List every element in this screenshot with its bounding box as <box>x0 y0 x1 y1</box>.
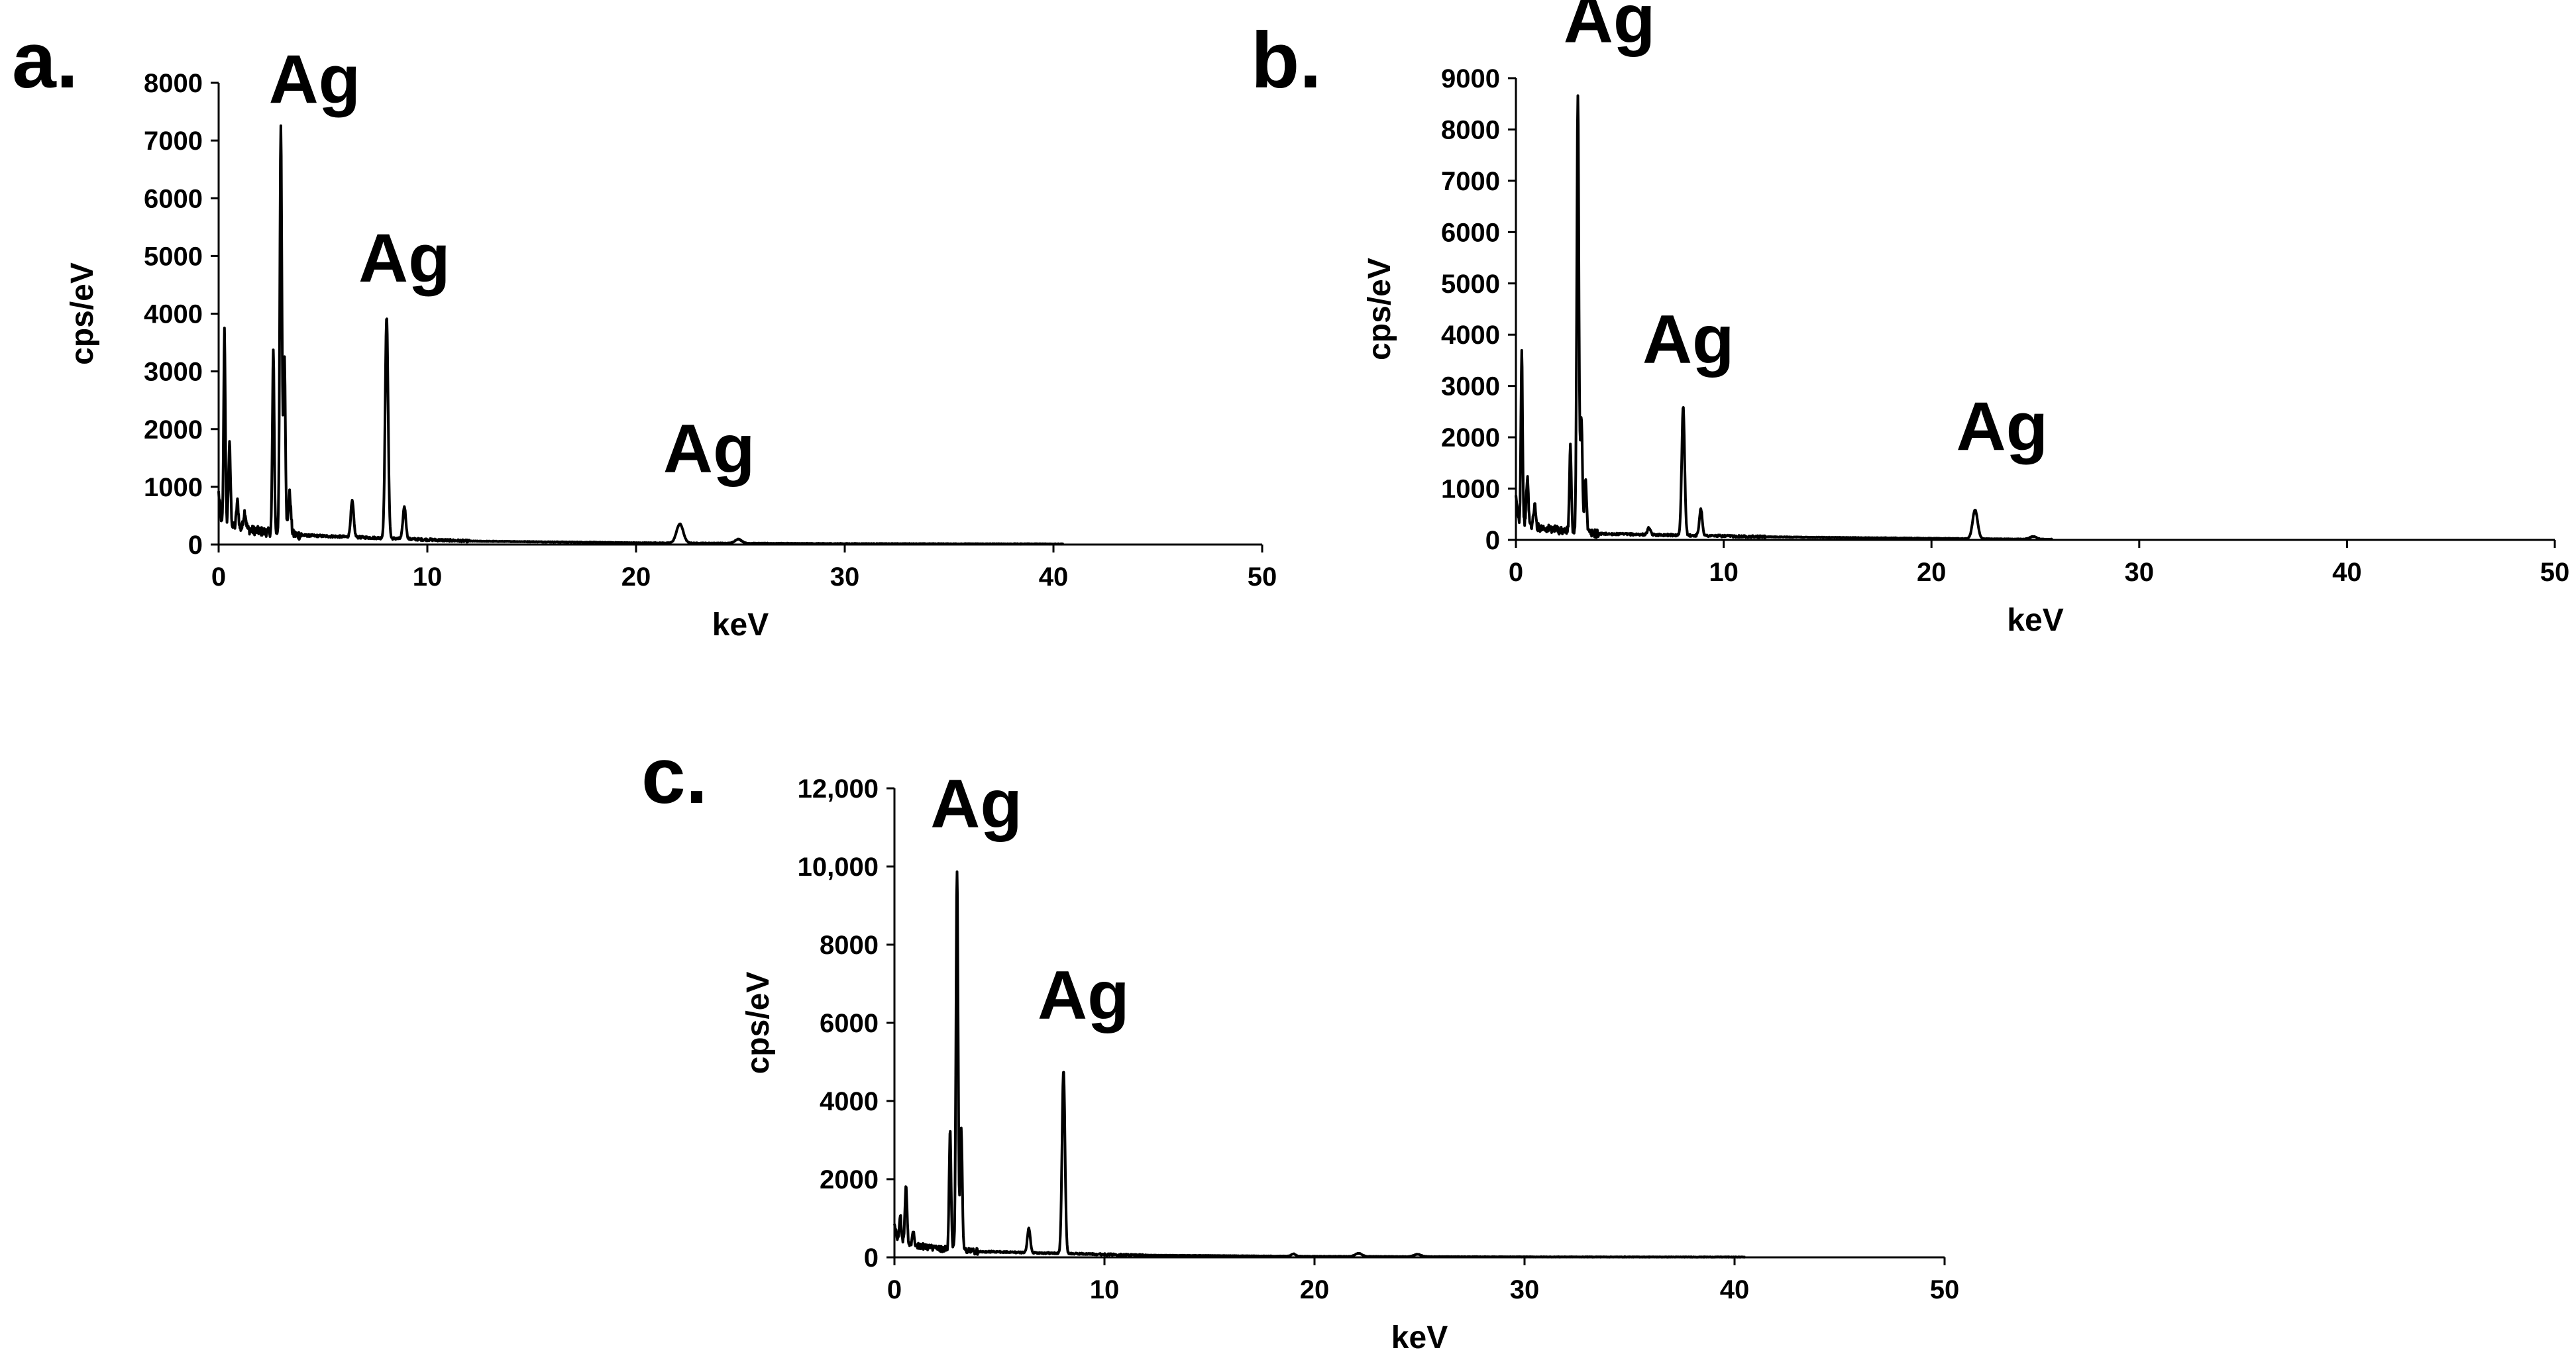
panel-a: a. 0 1000 2000 3000 4000 5000 6000 7000 8000 0 10 2… <box>12 16 1277 643</box>
panel-b-letter: b. <box>1251 16 1322 105</box>
panel-a-x-tick-label: 30 <box>830 562 860 592</box>
panel-a-y-tick-label: 6000 <box>144 184 203 213</box>
panel-b-x-tick-label: 10 <box>1709 558 1739 587</box>
panel-a-y-tick-label: 2000 <box>144 415 203 445</box>
panel-a-x-axis-label: keV <box>712 607 769 643</box>
panel-c-ticks: 0 2000 4000 6000 8000 10,000 12,000 0 10 20 30 40 50 <box>798 774 1960 1304</box>
panel-c-letter: c. <box>641 731 708 820</box>
panel-a-letter: a. <box>12 16 78 105</box>
panel-c-y-tick-label: 2000 <box>820 1165 879 1194</box>
panel-b-y-axis-label: cps/eV <box>1362 258 1397 360</box>
panel-b-y-tick-label: 4000 <box>1441 321 1500 350</box>
panel-c-y-tick-label: 6000 <box>820 1009 879 1038</box>
panel-c-annotations: Ag Ag <box>930 766 1129 1034</box>
panel-c: c. 0 2000 4000 6000 8000 10,000 12,000 0 10 20 30 4… <box>641 731 1959 1355</box>
panel-b-peak-label: Ag <box>1957 388 2049 465</box>
panel-b-x-tick-label: 0 <box>1509 558 1523 587</box>
panel-b-spectrum-line <box>1515 94 2053 541</box>
panel-b-peak-label: Ag <box>1564 0 1656 58</box>
panel-b-y-tick-label: 9000 <box>1441 64 1500 93</box>
panel-a-y-tick-label: 8000 <box>144 69 203 98</box>
panel-a-y-axis-label: cps/eV <box>65 262 100 365</box>
panel-a-spectrum-line <box>217 124 1065 546</box>
panel-c-peak-label: Ag <box>1038 957 1130 1034</box>
panel-b-ticks: 0 1000 2000 3000 4000 5000 6000 7000 8000 9000 0 10… <box>1441 64 2569 587</box>
panel-c-x-tick-label: 40 <box>1720 1275 1750 1304</box>
panel-c-peak-label: Ag <box>930 766 1022 843</box>
panel-a-x-tick-label: 20 <box>621 562 651 592</box>
panel-a-y-tick-label: 1000 <box>144 473 203 502</box>
panel-a-y-tick-label: 5000 <box>144 242 203 271</box>
panel-b-x-tick-label: 50 <box>2540 558 2570 587</box>
panel-b-y-tick-label: 2000 <box>1441 423 1500 452</box>
panel-b-y-tick-label: 1000 <box>1441 475 1500 504</box>
panel-a-peak-label: Ag <box>269 41 361 118</box>
panel-c-axes <box>893 788 1945 1259</box>
panel-b-peak-label: Ag <box>1642 301 1735 378</box>
panel-b-x-tick-label: 20 <box>1917 558 1947 587</box>
panel-c-x-tick-label: 10 <box>1090 1275 1120 1304</box>
panel-a-ticks: 0 1000 2000 3000 4000 5000 6000 7000 8000 0 10 20 30… <box>144 69 1277 592</box>
panel-a-y-tick-label: 3000 <box>144 358 203 387</box>
panel-c-y-tick-label: 4000 <box>820 1087 879 1116</box>
panel-a-y-tick-label: 7000 <box>144 127 203 156</box>
panel-c-y-tick-label: 10,000 <box>798 853 879 882</box>
panel-a-x-tick-label: 0 <box>211 562 226 592</box>
panel-b-x-tick-label: 30 <box>2125 558 2155 587</box>
panel-a-peak-label: Ag <box>358 221 451 297</box>
panel-b-axes <box>1515 78 2555 541</box>
panel-c-spectrum-line <box>893 870 1746 1259</box>
panel-a-peak-label: Ag <box>663 411 755 488</box>
panel-c-y-tick-label: 0 <box>864 1243 879 1273</box>
panel-b: b. 0 1000 2000 3000 4000 5000 6000 7000 8000 9000… <box>1251 0 2569 638</box>
panel-a-y-tick-label: 0 <box>188 531 203 560</box>
panel-c-y-tick-label: 8000 <box>820 931 879 960</box>
panel-c-x-tick-label: 20 <box>1300 1275 1330 1304</box>
panel-b-y-tick-label: 0 <box>1485 526 1500 555</box>
panel-c-x-tick-label: 30 <box>1510 1275 1540 1304</box>
panel-c-y-tick-label: 12,000 <box>798 774 879 804</box>
panel-b-y-tick-label: 6000 <box>1441 218 1500 247</box>
panel-b-y-tick-label: 8000 <box>1441 115 1500 144</box>
panel-a-axes <box>217 83 1262 546</box>
panel-c-x-tick-label: 0 <box>887 1275 902 1304</box>
panel-a-annotations: Ag Ag Ag <box>269 41 755 488</box>
panel-c-x-axis-label: keV <box>1391 1320 1448 1355</box>
panel-a-y-tick-label: 4000 <box>144 300 203 329</box>
panel-a-x-tick-label: 50 <box>1248 562 1277 592</box>
panel-c-x-tick-label: 50 <box>1930 1275 1960 1304</box>
panel-b-x-tick-label: 40 <box>2332 558 2362 587</box>
panel-c-y-axis-label: cps/eV <box>741 972 776 1075</box>
panel-b-annotations: Ag Ag Ag <box>1564 0 2048 465</box>
panel-b-x-axis-label: keV <box>2007 603 2063 638</box>
panel-b-y-tick-label: 5000 <box>1441 270 1500 299</box>
panel-b-y-tick-label: 3000 <box>1441 372 1500 401</box>
panel-a-x-tick-label: 40 <box>1039 562 1069 592</box>
panel-b-y-tick-label: 7000 <box>1441 167 1500 196</box>
panel-a-x-tick-label: 10 <box>413 562 443 592</box>
